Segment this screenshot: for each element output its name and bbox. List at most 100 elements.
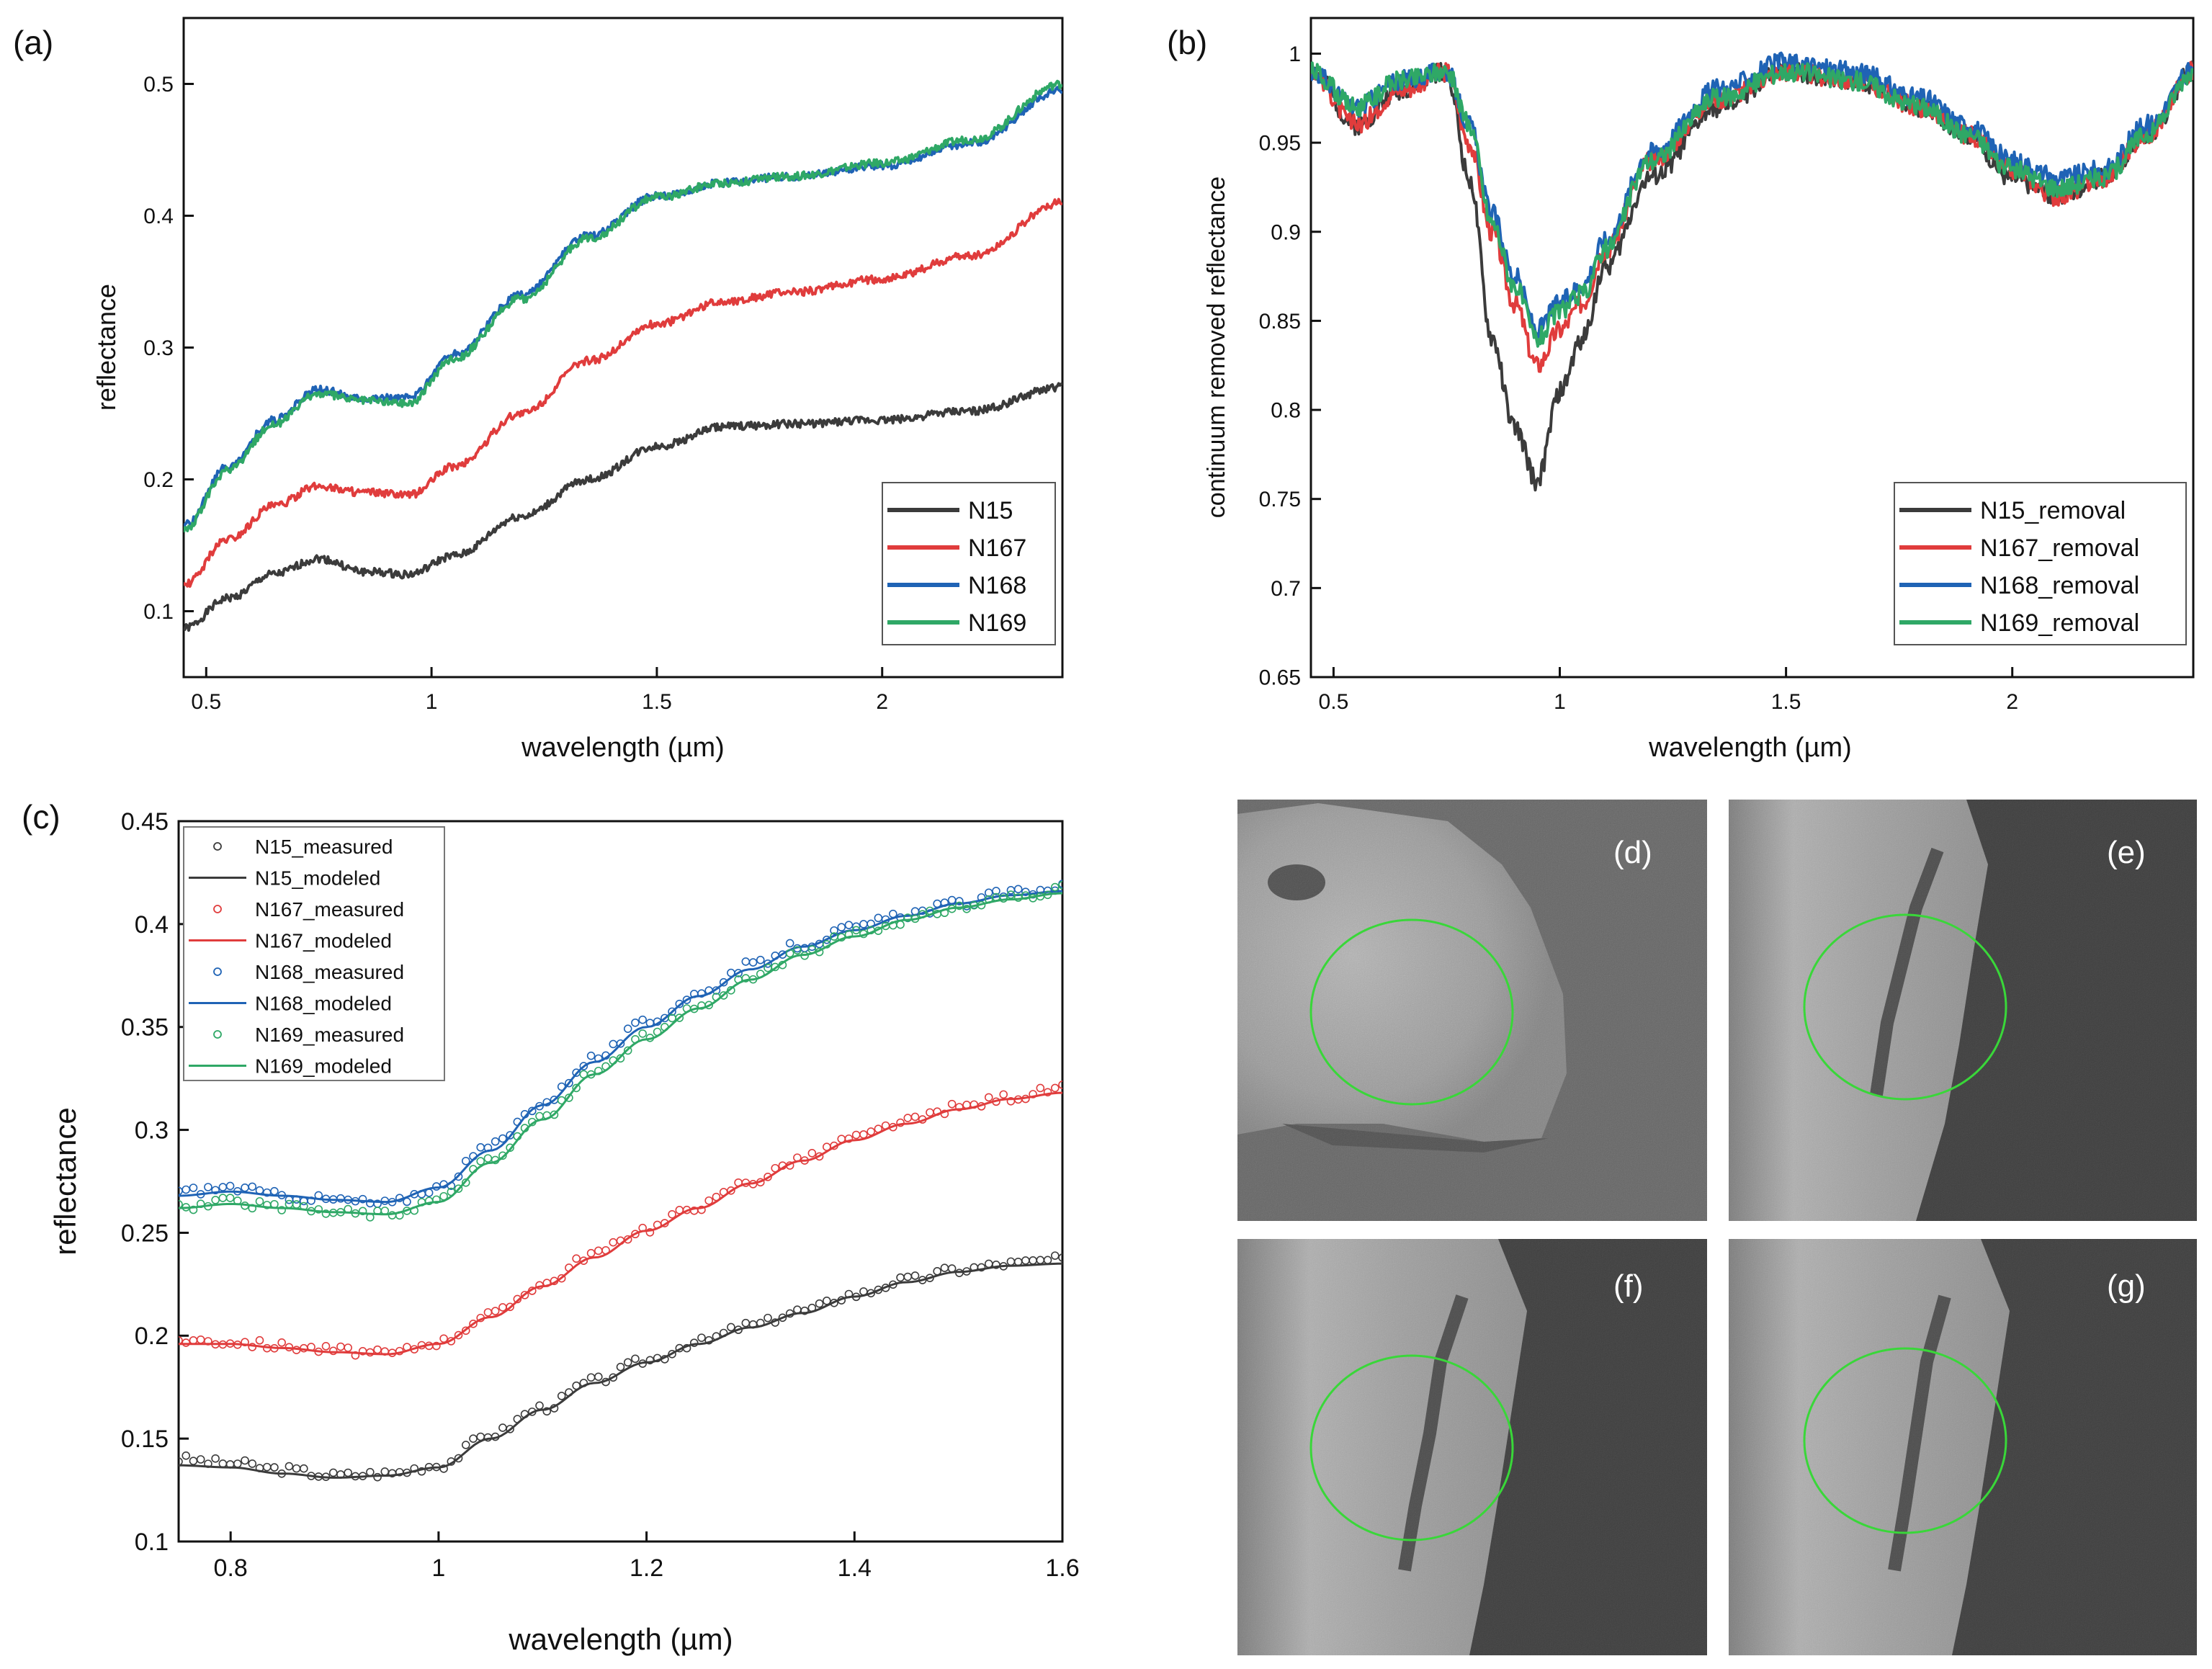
data-point-N15_measured xyxy=(910,1271,920,1280)
data-point-N169_measured xyxy=(1058,880,1062,890)
series-line-N15_removal xyxy=(1311,60,2193,492)
panel-a-ylabel: reflectance xyxy=(91,284,121,411)
data-point-N169_measured xyxy=(638,1029,647,1038)
panel-c-series xyxy=(179,880,1062,1482)
photo-d-texture xyxy=(1237,800,1707,1221)
data-point-N168_measured xyxy=(586,1051,596,1060)
data-point-N169_measured xyxy=(764,963,772,972)
y-tick-label: 0.4 xyxy=(143,205,174,228)
data-point-N15_measured xyxy=(800,1306,809,1315)
data-point-N167_measured xyxy=(668,1209,676,1219)
photo-panels: (d) (e) (f) (g) xyxy=(1237,800,2197,1655)
data-point-N169_measured xyxy=(962,904,971,913)
data-point-N167_measured xyxy=(277,1338,286,1347)
data-point-N168_measured xyxy=(859,920,868,929)
data-point-N168_measured xyxy=(947,895,957,905)
data-point-N15_measured xyxy=(778,1313,787,1323)
y-tick-label: 0.7 xyxy=(1271,577,1301,601)
data-point-N169_measured xyxy=(277,1206,286,1214)
photo-g-label: (g) xyxy=(2107,1268,2146,1304)
data-point-N167_measured xyxy=(631,1230,640,1239)
data-point-N167_measured xyxy=(328,1346,338,1356)
data-point-N168_measured xyxy=(1013,885,1023,894)
photo-g-circle xyxy=(1803,1347,2007,1534)
data-point-N15_measured xyxy=(764,1313,772,1323)
data-point-N168_measured xyxy=(579,1062,588,1070)
data-point-N168_measured xyxy=(748,958,758,967)
data-point-N167_measured xyxy=(867,1127,875,1136)
data-point-N167_measured xyxy=(248,1343,257,1351)
series-line-N169_modeled xyxy=(179,892,1062,1216)
x-tick-label: 1.6 xyxy=(1045,1554,1079,1582)
data-point-N15_measured xyxy=(380,1467,390,1476)
data-point-N15_measured xyxy=(557,1392,566,1400)
photo-f: (f) xyxy=(1237,1239,1707,1655)
data-point-N169_measured xyxy=(358,1207,367,1216)
data-point-N167_measured xyxy=(586,1248,596,1258)
data-point-N15_measured xyxy=(727,1323,735,1332)
legend-label-N169: N169 xyxy=(968,609,1026,637)
data-point-N167_measured xyxy=(506,1302,514,1312)
x-tick-label: 1.2 xyxy=(630,1554,663,1582)
legend-label-N169_removal: N169_removal xyxy=(1980,609,2139,637)
data-point-N167_measured xyxy=(255,1335,264,1345)
data-point-N167_measured xyxy=(609,1238,618,1247)
data-point-N167_measured xyxy=(910,1112,920,1122)
photo-d-circle xyxy=(1309,918,1514,1106)
photo-e: (e) xyxy=(1729,800,2197,1221)
y-tick-label: 0.45 xyxy=(121,808,169,836)
panel-a-series xyxy=(184,79,1062,632)
data-point-N167_measured xyxy=(903,1114,913,1122)
data-point-N168_measured xyxy=(248,1182,257,1191)
data-point-N167_measured xyxy=(344,1343,352,1352)
panel-c-legend-box xyxy=(183,826,445,1081)
data-point-N168_measured xyxy=(565,1078,573,1088)
y-tick-label: 0.8 xyxy=(1271,399,1301,423)
legend-label-N15_removal: N15_removal xyxy=(1980,497,2126,524)
data-point-N168_measured xyxy=(830,926,838,935)
data-point-N168_measured xyxy=(764,959,772,968)
legend-label-N169_modeled: N169_modeled xyxy=(255,1055,392,1077)
legend-label-N167: N167 xyxy=(968,534,1026,562)
data-point-N15_measured xyxy=(366,1467,375,1477)
data-point-N167_measured xyxy=(1058,1080,1062,1089)
data-point-N168_measured xyxy=(609,1039,618,1049)
data-point-N169_measured xyxy=(454,1184,463,1193)
data-point-N15_measured xyxy=(241,1456,249,1465)
legend-label-N167_measured: N167_measured xyxy=(255,898,404,921)
photo-f-circle xyxy=(1309,1354,1514,1542)
series-line-N167_removal xyxy=(1311,61,2193,373)
data-point-N169_measured xyxy=(1013,893,1023,902)
series-line-N167 xyxy=(184,197,1062,588)
photo-f-texture xyxy=(1237,1239,1707,1655)
legend-label-N167_removal: N167_removal xyxy=(1980,534,2139,562)
data-point-N167_measured xyxy=(704,1196,714,1205)
data-point-N167_measured xyxy=(483,1308,493,1317)
data-point-N15_measured xyxy=(1006,1257,1016,1266)
data-point-N15_measured xyxy=(1036,1256,1045,1265)
data-point-N167_measured xyxy=(764,1173,772,1181)
y-tick-label: 0.2 xyxy=(143,468,174,492)
series-line-N169 xyxy=(184,79,1062,533)
legend-marker-N168_measured xyxy=(213,967,222,976)
data-point-N167_measured xyxy=(999,1090,1008,1099)
series-line-N167_modeled xyxy=(179,1091,1062,1356)
data-point-N169_measured xyxy=(719,991,728,1000)
data-point-N168_measured xyxy=(697,989,706,998)
panel-b-label: (b) xyxy=(1167,24,1207,61)
data-point-N15_measured xyxy=(506,1425,514,1433)
legend-label-N15: N15 xyxy=(968,497,1013,524)
x-tick-label: 0.5 xyxy=(1319,690,1349,714)
data-point-N167_measured xyxy=(241,1338,249,1347)
data-point-N15_measured xyxy=(1013,1257,1023,1266)
legend-label-N168_modeled: N168_modeled xyxy=(255,992,392,1014)
x-tick-label: 0.5 xyxy=(191,690,221,714)
y-tick-label: 0.15 xyxy=(121,1426,169,1453)
y-tick-label: 0.1 xyxy=(135,1529,169,1556)
data-point-N169_measured xyxy=(255,1196,264,1206)
data-point-N168_measured xyxy=(241,1183,249,1192)
data-point-N15_measured xyxy=(903,1272,913,1281)
data-point-N169_measured xyxy=(179,1200,183,1209)
data-point-N169_measured xyxy=(616,1054,625,1063)
data-point-N168_measured xyxy=(823,935,831,944)
